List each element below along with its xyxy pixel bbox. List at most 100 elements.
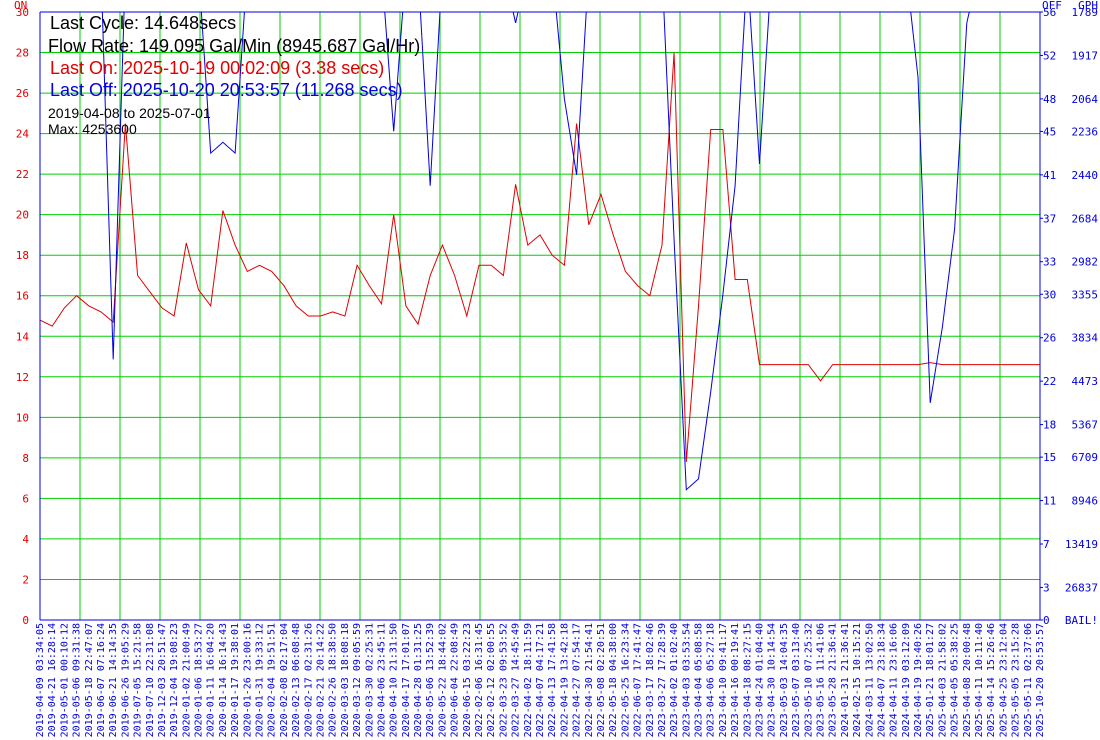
x-tick-label: 2023-03-17 18:02:46 [645,623,656,737]
x-tick-label: 2019-04-09 03:34:05 [35,623,46,737]
x-tick-label: 2024-02-15 10:15:21 [852,623,863,737]
series-line [40,52,1040,462]
x-tick-label: 2019-05-18 22:47:07 [84,623,95,737]
x-tick-label: 2022-04-30 21:54:41 [584,623,595,737]
x-tick-label: 2025-04-03 21:58:02 [937,623,948,737]
y3-tick-label: 2236 [1072,125,1099,138]
x-tick-label: 2023-04-16 00:19:41 [730,623,741,737]
y2-tick-label: 15 [1043,451,1056,464]
y2-tick-label: 37 [1043,212,1056,225]
y-tick-label: 24 [16,128,30,141]
x-tick-label: 2019-05-01 00:10:12 [59,623,70,737]
y2-axis-label: OFF [1042,0,1062,12]
x-tick-label: 2020-04-10 21:31:50 [389,623,400,737]
x-tick-label: 2022-03-23 09:53:52 [498,623,509,737]
x-tick-label: 2020-03-03 18:08:18 [340,623,351,737]
x-tick-label: 2023-04-02 01:02:40 [669,623,680,737]
x-tick-label: 2022-02-12 02:00:55 [486,623,497,737]
x-tick-label: 2023-04-30 10:14:54 [767,623,778,737]
y2-tick-label: 3 [1043,581,1050,594]
y3-tick-label: 6709 [1072,451,1099,464]
x-tick-label: 2020-02-04 19:51:51 [267,623,278,737]
x-tick-label: 2024-03-11 13:02:50 [864,623,875,737]
x-tick-label: 2024-04-19 19:40:26 [913,623,924,737]
x-tick-label: 2020-01-06 18:53:27 [194,623,205,737]
x-tick-label: 2019-06-07 07:16:24 [96,623,107,737]
x-tick-label: 2023-05-16 11:41:06 [815,623,826,737]
x-tick-label: 2022-04-07 04:17:21 [535,623,546,737]
x-tick-label: 2023-05-28 21:36:41 [828,623,839,737]
x-tick-label: 2022-05-25 16:23:34 [620,623,631,737]
x-tick-label: 2019-07-10 22:31:08 [145,623,156,737]
x-tick-label: 2023-05-07 03:13:40 [791,623,802,737]
x-tick-label: 2019-12-03 20:51:47 [157,623,168,737]
y3-tick-label: 2982 [1072,256,1099,269]
y2-tick-label: 26 [1043,332,1056,345]
y-tick-label: 12 [16,371,29,384]
date-range: 2019-04-08 to 2025-07-01 [48,105,211,121]
x-tick-label: 2020-05-22 18:44:02 [437,623,448,737]
x-tick-label: 2020-01-11 16:04:20 [206,623,217,737]
y-tick-label: 10 [16,411,29,424]
last-on: Last On: 2025-10-19 00:02:09 (3.38 secs) [50,58,384,78]
x-tick-label: 2024-04-07 23:18:34 [876,623,887,737]
x-tick-label: 2024-04-11 23:16:06 [889,623,900,737]
y3-tick-label: 2064 [1072,93,1099,106]
x-tick-label: 2022-04-19 13:42:18 [559,623,570,737]
y3-tick-label: 5367 [1072,419,1099,432]
x-tick-label: 2025-05-11 02:37:06 [1023,623,1034,737]
info-line: Last Cycle: 14.648secs [50,13,236,33]
x-tick-label: 2020-05-06 13:52:39 [425,623,436,737]
y-tick-label: 8 [22,452,29,465]
y3-tick-label: 8946 [1072,495,1099,508]
x-tick-label: 2020-01-14 16:14:43 [218,623,229,737]
y2-tick-label: 41 [1043,169,1056,182]
x-tick-label: 2025-10-20 20:53:57 [1035,623,1046,737]
x-tick-label: 2023-05-03 14:04:35 [779,623,790,737]
series-line [101,12,970,491]
y3-tick-label: 1789 [1072,6,1099,19]
y2-tick-label: 22 [1043,375,1056,388]
x-tick-label: 2020-01-26 23:00:16 [242,623,253,737]
x-tick-label: 2019-12-04 19:08:23 [169,623,180,737]
x-tick-label: 2025-04-11 10:11:40 [974,623,985,737]
y3-tick-label: BAIL! [1065,614,1098,627]
y3-axis-label: GPH [1078,0,1098,12]
info-line: Flow Rate: 149.095 Gal/Min (8945.687 Gal… [48,36,420,56]
x-tick-label: 2023-04-03 03:53:54 [681,623,692,737]
x-tick-label: 2025-04-05 05:38:25 [950,623,961,737]
x-tick-label: 2022-04-27 07:54:17 [572,623,583,737]
x-tick-label: 2020-06-15 03:22:23 [462,623,473,737]
y-tick-label: 26 [16,87,29,100]
x-tick-label: 2020-02-13 06:08:48 [291,623,302,737]
x-tick-label: 2019-05-06 09:31:38 [72,623,83,737]
y-tick-label: 14 [16,330,30,343]
x-tick-label: 2019-06-21 14:14:35 [108,623,119,737]
x-tick-label: 2024-01-31 21:36:41 [840,623,851,737]
x-tick-label: 2020-02-17 02:31:26 [303,623,314,737]
y3-tick-label: 4473 [1072,375,1099,388]
x-tick-label: 2022-06-07 17:41:47 [633,623,644,737]
x-tick-label: 2020-04-28 01:31:25 [413,623,424,737]
x-tick-label: 2025-01-21 18:01:27 [925,623,936,737]
y2-tick-label: 52 [1043,49,1056,62]
y-tick-label: 18 [16,249,29,262]
x-tick-label: 2020-06-04 22:08:49 [450,623,461,737]
x-tick-label: 2020-02-08 02:17:04 [279,623,290,737]
x-tick-label: 2022-05-08 02:20:51 [596,623,607,737]
y2-tick-label: 33 [1043,256,1056,269]
x-tick-label: 2022-05-18 04:38:00 [608,623,619,737]
x-tick-label: 2023-04-24 01:04:40 [755,623,766,737]
x-tick-label: 2023-03-27 17:28:39 [657,623,668,737]
x-tick-label: 2023-04-04 05:08:58 [694,623,705,737]
y2-tick-label: 56 [1043,6,1056,19]
x-tick-label: 2020-01-17 19:38:01 [230,623,241,737]
y-tick-label: 4 [22,533,29,546]
y3-tick-label: 3834 [1072,332,1099,345]
y3-tick-label: 2684 [1072,212,1099,225]
max-value: Max: 4253600 [48,121,137,137]
last-off: Last Off: 2025-10-20 20:53:57 (11.268 se… [50,80,403,100]
